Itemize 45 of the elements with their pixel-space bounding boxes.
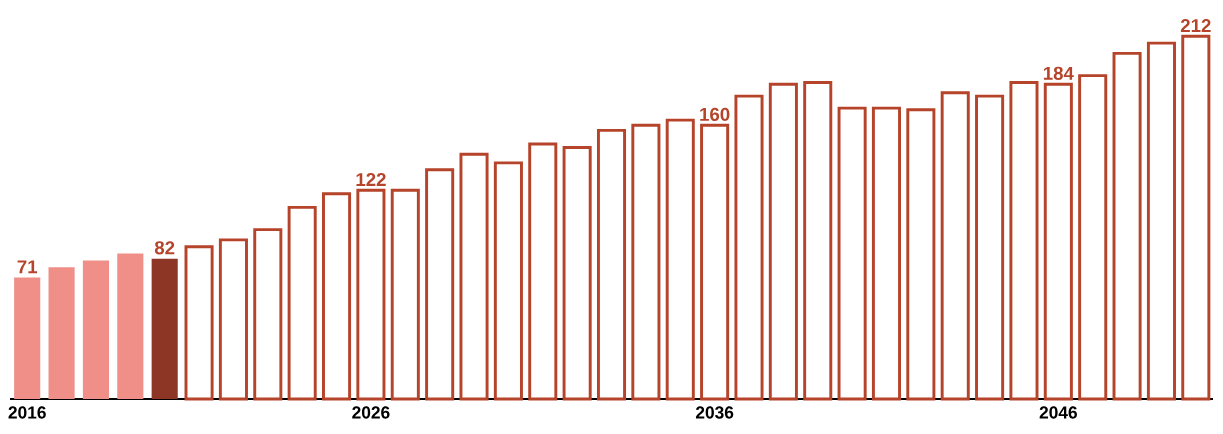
bar — [975, 94, 1005, 401]
bar — [151, 258, 178, 399]
bar — [48, 267, 75, 399]
bar — [871, 106, 902, 401]
bar — [734, 94, 764, 401]
x-tick-label: 2046 — [1039, 406, 1077, 419]
bar — [1112, 51, 1142, 401]
data-label: 184 — [1043, 66, 1074, 80]
data-label: 212 — [1180, 18, 1211, 32]
bar — [82, 260, 109, 399]
data-label: 160 — [700, 107, 730, 121]
bar — [1146, 41, 1176, 401]
bar — [562, 146, 592, 401]
data-label: 82 — [154, 241, 175, 255]
bar — [459, 152, 489, 401]
data-label: 71 — [17, 260, 38, 274]
bar — [14, 277, 41, 399]
bar — [700, 123, 730, 401]
bar — [184, 245, 214, 401]
bar — [1043, 82, 1073, 401]
bar — [117, 253, 144, 399]
bar — [768, 82, 798, 401]
data-label: 122 — [356, 172, 386, 186]
bar — [665, 118, 695, 401]
bar — [493, 161, 523, 401]
bar — [1181, 34, 1211, 401]
bar — [218, 238, 248, 401]
bar — [837, 106, 867, 401]
bar — [356, 188, 386, 401]
bar — [803, 80, 833, 401]
bar — [1078, 74, 1108, 401]
bar — [1009, 80, 1039, 401]
bar — [322, 192, 352, 401]
bar — [596, 128, 627, 401]
bar — [425, 168, 455, 401]
bar — [631, 123, 661, 401]
bar — [253, 228, 283, 401]
x-tick-label: 2016 — [8, 406, 46, 419]
bar — [940, 91, 970, 401]
x-tick-label: 2036 — [695, 406, 734, 419]
bar — [287, 205, 317, 401]
x-tick-label: 2026 — [352, 406, 390, 419]
bar — [528, 142, 558, 401]
bar — [390, 188, 420, 401]
bar — [906, 108, 936, 401]
